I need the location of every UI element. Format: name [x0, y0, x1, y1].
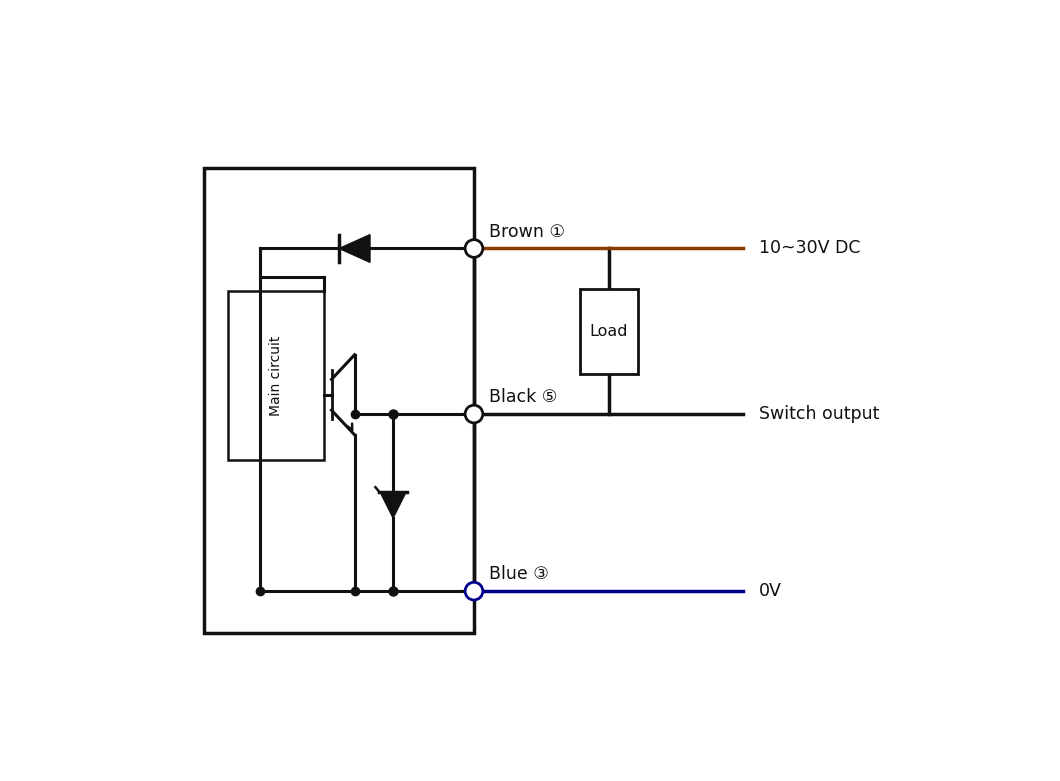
Text: Load: Load	[589, 324, 628, 339]
Text: Main circuit: Main circuit	[268, 335, 283, 415]
Bar	[228, 291, 323, 460]
Polygon shape	[339, 234, 370, 262]
Text: Switch output: Switch output	[759, 405, 879, 423]
Text: 0V: 0V	[759, 582, 781, 600]
Polygon shape	[379, 492, 406, 518]
Circle shape	[465, 583, 482, 600]
Text: 10~30V DC: 10~30V DC	[759, 240, 861, 258]
Text: Blue ③: Blue ③	[490, 565, 549, 583]
Text: Black ⑤: Black ⑤	[490, 388, 558, 406]
Circle shape	[465, 240, 482, 258]
Text: Brown ①: Brown ①	[490, 223, 565, 241]
Bar	[205, 168, 474, 633]
Circle shape	[465, 405, 482, 423]
Bar	[580, 288, 637, 374]
